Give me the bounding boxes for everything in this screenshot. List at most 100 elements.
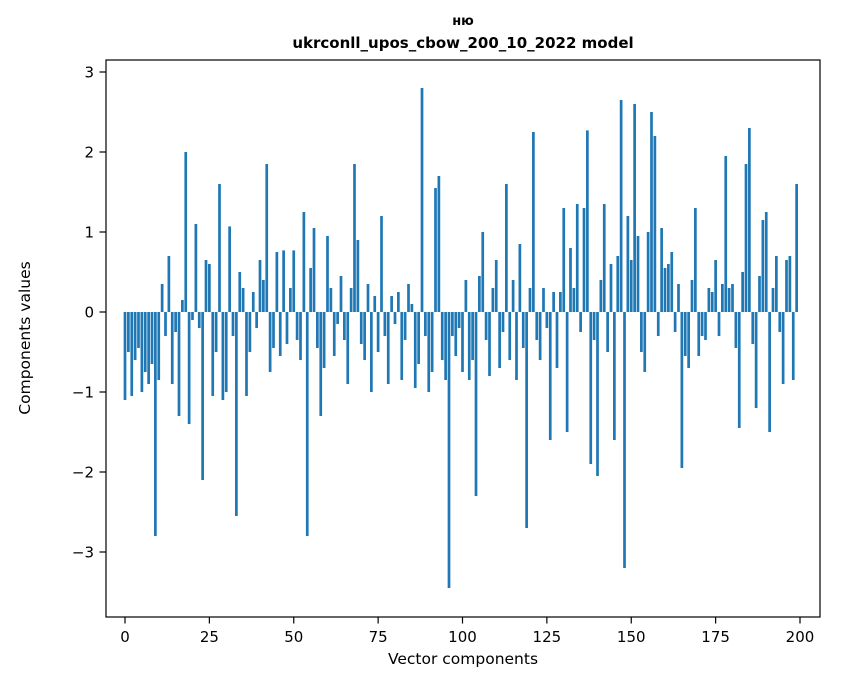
bar — [383, 312, 387, 336]
bar — [191, 312, 194, 320]
bar — [235, 312, 238, 516]
bar — [680, 312, 684, 468]
bar — [204, 260, 208, 312]
bar — [150, 312, 154, 364]
bar — [262, 280, 265, 312]
bar — [275, 252, 279, 312]
x-tick-label: 50 — [284, 628, 303, 646]
bar — [494, 260, 498, 312]
bar — [130, 312, 134, 396]
bar — [211, 312, 215, 396]
bar — [508, 312, 512, 360]
bar — [228, 226, 231, 312]
bar — [737, 312, 741, 428]
bar — [218, 184, 221, 312]
bar — [613, 312, 616, 440]
bar — [373, 296, 377, 312]
bar — [744, 164, 748, 312]
bar — [454, 312, 458, 356]
bar — [521, 312, 525, 348]
bar — [278, 312, 282, 356]
bar — [545, 312, 549, 328]
bar — [400, 312, 404, 380]
bar — [569, 248, 572, 312]
bar — [623, 312, 626, 568]
x-tick-label: 150 — [617, 628, 646, 646]
bar — [457, 312, 461, 328]
bar — [764, 212, 768, 312]
chart-title: ню — [452, 14, 474, 29]
bar — [285, 312, 289, 344]
bar — [771, 288, 775, 312]
bar — [184, 152, 188, 312]
bar — [386, 312, 390, 384]
bar — [606, 312, 609, 352]
bar — [667, 264, 670, 312]
bar — [768, 312, 771, 432]
bar — [599, 280, 603, 312]
x-tick-label: 0 — [120, 628, 130, 646]
y-tick-label: 0 — [84, 304, 94, 322]
bar — [366, 284, 370, 312]
bar — [336, 312, 339, 324]
bar — [609, 264, 613, 312]
bar — [751, 312, 755, 344]
x-tick-label: 75 — [369, 628, 388, 646]
bar — [552, 292, 555, 312]
bar — [795, 184, 798, 312]
bar — [447, 312, 451, 588]
bar — [424, 312, 427, 336]
bar — [272, 312, 275, 348]
bar — [343, 312, 346, 340]
bar — [255, 312, 258, 328]
bar — [339, 276, 343, 312]
bar — [194, 224, 198, 312]
bar — [302, 212, 306, 312]
bar — [501, 312, 505, 332]
bar — [430, 312, 434, 372]
bar — [289, 288, 292, 312]
bar — [491, 288, 495, 312]
bar — [356, 240, 360, 312]
bar — [778, 312, 782, 332]
bar — [791, 312, 795, 380]
bar — [201, 312, 204, 480]
bar — [123, 312, 127, 400]
bar — [370, 312, 373, 392]
bar — [221, 312, 225, 400]
bar — [461, 312, 464, 372]
bar — [694, 208, 697, 312]
bar — [434, 188, 437, 312]
bar — [532, 132, 535, 312]
bar — [241, 288, 245, 312]
y-tick-label: −1 — [72, 384, 94, 402]
bar — [727, 288, 731, 312]
bar — [197, 312, 201, 328]
bar — [640, 312, 643, 352]
bar — [535, 312, 539, 340]
bar — [586, 130, 589, 312]
bar — [582, 208, 586, 312]
bar — [407, 284, 410, 312]
bar — [268, 312, 272, 372]
bar — [160, 284, 164, 312]
bar — [781, 312, 785, 384]
bar — [157, 312, 161, 380]
bar — [710, 292, 714, 312]
bar — [687, 312, 690, 368]
bar — [721, 284, 724, 312]
bar — [174, 312, 177, 332]
bar — [683, 312, 687, 356]
bar — [548, 312, 552, 440]
bar — [660, 228, 663, 312]
bar — [488, 312, 491, 376]
bar — [579, 312, 582, 332]
bar — [346, 312, 350, 384]
bar — [316, 312, 319, 348]
y-tick-label: −2 — [72, 464, 94, 482]
bar — [329, 288, 333, 312]
bar — [181, 300, 184, 312]
bar — [177, 312, 181, 416]
y-tick-label: −3 — [72, 544, 94, 562]
